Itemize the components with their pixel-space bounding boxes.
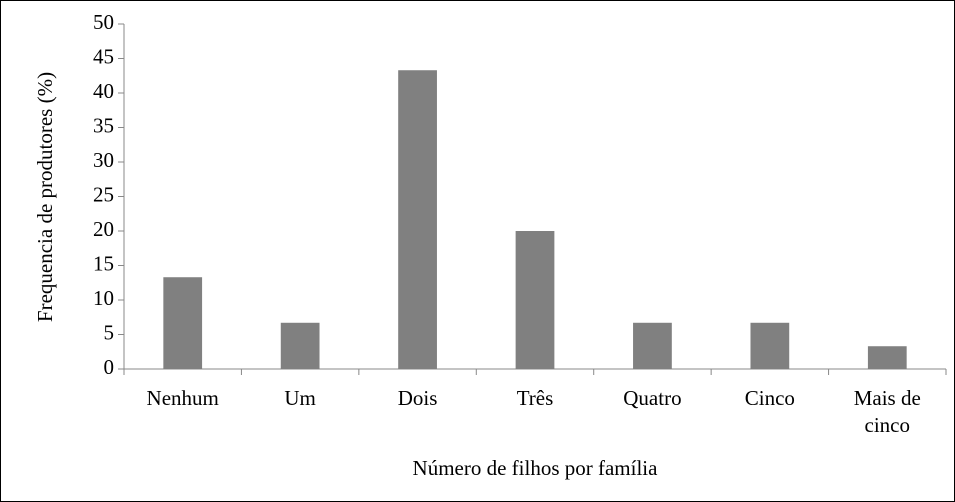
y-tick-label: 45 xyxy=(93,44,114,68)
y-tick-label: 35 xyxy=(93,113,114,137)
bar xyxy=(280,322,320,369)
x-tick-label: Quatro xyxy=(623,386,682,410)
bar xyxy=(750,322,790,369)
bar xyxy=(633,322,672,369)
y-tick-label: 10 xyxy=(93,286,114,310)
y-tick-label: 0 xyxy=(104,355,115,379)
x-axis-title: Número de filhos por família xyxy=(413,456,659,480)
y-tick-label: 40 xyxy=(93,79,114,103)
y-tick-label: 50 xyxy=(93,10,114,34)
bar xyxy=(163,277,203,369)
y-tick-label: 30 xyxy=(93,148,114,172)
bar xyxy=(515,231,555,369)
y-tick-label: 20 xyxy=(93,217,114,241)
y-axis-title: Frequencia de produtores (%) xyxy=(33,72,57,322)
y-tick-label: 5 xyxy=(104,320,115,344)
x-tick-label: Cinco xyxy=(744,386,795,410)
x-tick-label: Nenhum xyxy=(146,386,219,410)
bar xyxy=(398,70,437,369)
x-tick-label: Um xyxy=(284,386,316,410)
x-tick-label: Dois xyxy=(397,386,438,410)
bar xyxy=(867,346,907,369)
y-tick-label: 15 xyxy=(93,251,114,275)
y-tick-label: 25 xyxy=(93,182,114,206)
x-tick-label: Mais de cinco xyxy=(853,386,921,437)
x-tick-label: Três xyxy=(516,386,554,410)
